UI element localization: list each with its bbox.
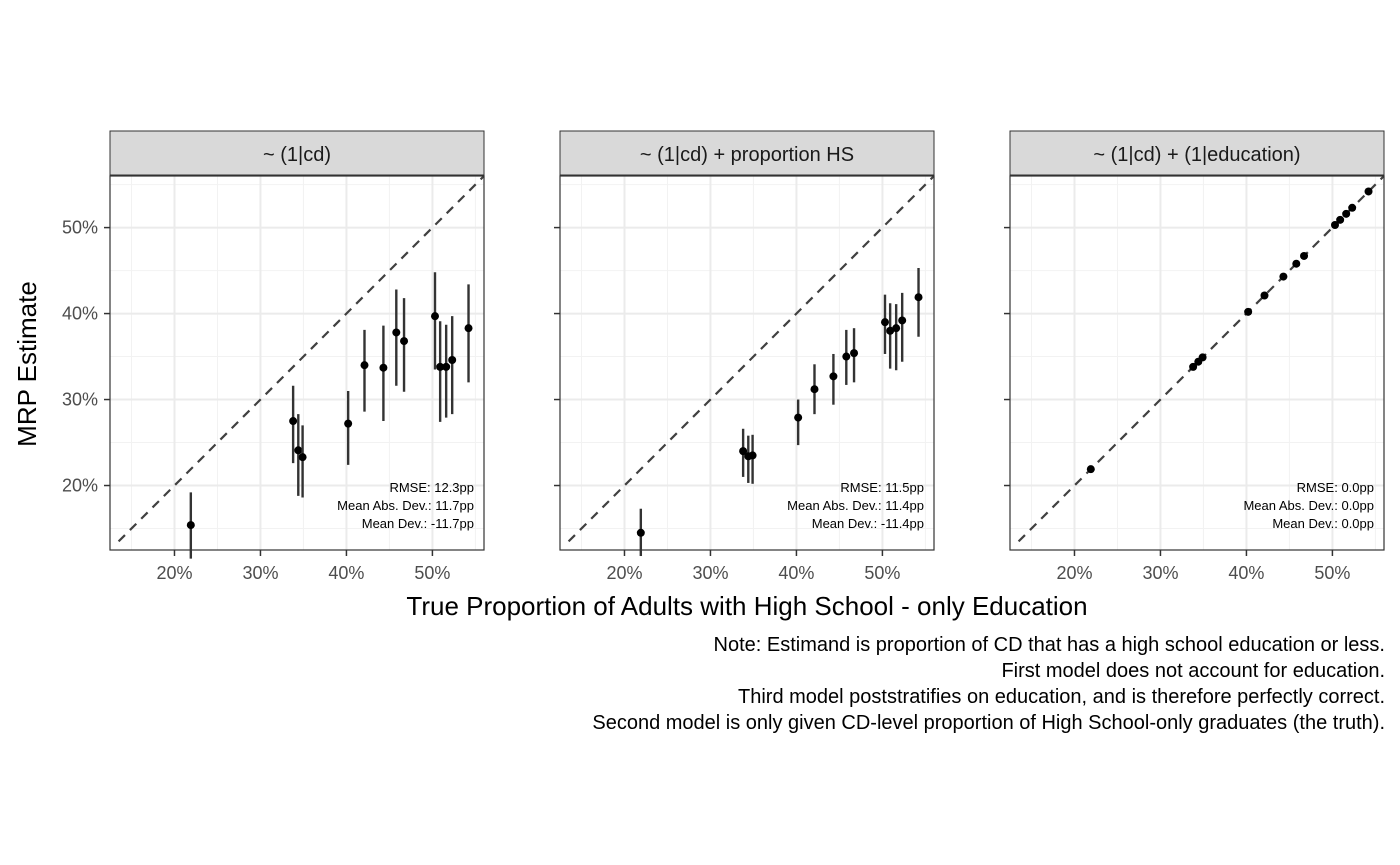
data-point xyxy=(400,337,409,346)
data-point xyxy=(448,355,457,364)
data-point xyxy=(1364,187,1373,196)
y-tick-label: 30% xyxy=(62,390,98,410)
note-line-4: Second model is only given CD-level prop… xyxy=(592,712,1385,734)
panel-title: ~ (1|cd) + (1|education) xyxy=(1093,144,1300,166)
data-point xyxy=(1342,209,1351,218)
data-point xyxy=(294,446,303,455)
x-tick-label: 50% xyxy=(414,563,450,583)
data-point xyxy=(1260,291,1269,300)
panel-stat: Mean Dev.: 0.0pp xyxy=(1272,516,1374,531)
data-point xyxy=(442,362,451,371)
data-point xyxy=(794,413,803,422)
panel-3: ~ (1|cd) + (1|education) RMSE: 0.0pp Mean … xyxy=(1004,130,1385,583)
data-point xyxy=(1086,465,1095,474)
panel-stat: RMSE: 0.0pp xyxy=(1297,480,1374,495)
data-point xyxy=(1279,272,1288,281)
panel-border xyxy=(559,175,935,551)
x-tick-label: 30% xyxy=(692,563,728,583)
panel-background xyxy=(560,176,934,550)
data-point xyxy=(360,361,369,370)
data-point xyxy=(1348,203,1357,212)
identity-line xyxy=(117,176,484,543)
note-line-2: First model does not account for educati… xyxy=(1001,660,1385,682)
data-point xyxy=(1336,215,1345,224)
panel-stat: RMSE: 12.3pp xyxy=(389,480,474,495)
panels-layer: ~ (1|cd) RMSE: 12.3pp Mean Abs. Dev.: 11.7… xyxy=(62,130,1385,583)
panel-strip xyxy=(1009,130,1385,176)
data-point xyxy=(379,363,388,372)
data-point xyxy=(430,312,439,321)
data-point xyxy=(186,521,195,530)
x-tick-label: 40% xyxy=(328,563,364,583)
panel-background xyxy=(110,176,484,550)
data-point xyxy=(850,349,859,358)
y-tick-label: 40% xyxy=(62,304,98,324)
data-point xyxy=(842,352,851,361)
data-point xyxy=(880,318,889,327)
data-point xyxy=(898,316,907,325)
data-point xyxy=(1300,251,1309,260)
data-point xyxy=(892,324,901,333)
data-point xyxy=(739,447,748,456)
data-point xyxy=(829,372,838,381)
panel-title: ~ (1|cd) + proportion HS xyxy=(640,144,854,166)
identity-line xyxy=(567,176,934,543)
panel-1: ~ (1|cd) RMSE: 12.3pp Mean Abs. Dev.: 11.7… xyxy=(62,130,485,583)
panel-border xyxy=(109,175,485,551)
data-point xyxy=(636,528,645,537)
panel-stat: RMSE: 11.5pp xyxy=(840,480,924,495)
data-point xyxy=(1198,353,1207,362)
panel-stat: Mean Abs. Dev.: 11.7pp xyxy=(337,498,474,513)
panel-stat: Mean Abs. Dev.: 0.0pp xyxy=(1243,498,1374,513)
data-point xyxy=(392,328,401,337)
panel-2: ~ (1|cd) + proportion HS RMSE: 11.5pp Mean… xyxy=(554,130,935,583)
data-point xyxy=(914,293,923,302)
x-tick-label: 20% xyxy=(606,563,642,583)
data-point xyxy=(810,385,819,394)
x-tick-label: 40% xyxy=(1228,563,1264,583)
data-point xyxy=(1244,307,1253,316)
x-tick-label: 20% xyxy=(1056,563,1092,583)
panel-strip xyxy=(559,130,935,176)
panel-strip xyxy=(109,130,485,176)
x-tick-label: 50% xyxy=(1314,563,1350,583)
data-point xyxy=(464,324,473,333)
panel-stat: Mean Dev.: -11.7pp xyxy=(362,516,474,531)
x-tick-label: 50% xyxy=(864,563,900,583)
x-tick-label: 20% xyxy=(156,563,192,583)
data-point xyxy=(1292,259,1301,268)
data-point xyxy=(1189,362,1198,371)
panel-border xyxy=(1009,175,1385,551)
note-line-1: Note: Estimand is proportion of CD that … xyxy=(713,634,1385,656)
data-point xyxy=(344,419,353,428)
data-point xyxy=(886,326,895,335)
data-point xyxy=(748,451,757,460)
data-point xyxy=(436,362,445,371)
note-line-3: Third model poststratifies on education,… xyxy=(738,686,1385,708)
y-axis-label: MRP Estimate xyxy=(12,281,42,447)
data-point xyxy=(289,417,298,426)
data-point xyxy=(1330,221,1339,230)
x-axis-label: True Proportion of Adults with High Scho… xyxy=(406,591,1087,621)
y-tick-label: 20% xyxy=(62,476,98,496)
panel-title: ~ (1|cd) xyxy=(263,144,331,166)
x-tick-label: 40% xyxy=(778,563,814,583)
data-point xyxy=(298,453,307,462)
panel-stat: Mean Dev.: -11.4pp xyxy=(812,516,924,531)
chart-note: Note: Estimand is proportion of CD that … xyxy=(592,632,1385,736)
y-tick-label: 50% xyxy=(62,218,98,238)
x-tick-label: 30% xyxy=(242,563,278,583)
x-tick-label: 30% xyxy=(1142,563,1178,583)
panel-stat: Mean Abs. Dev.: 11.4pp xyxy=(787,498,924,513)
